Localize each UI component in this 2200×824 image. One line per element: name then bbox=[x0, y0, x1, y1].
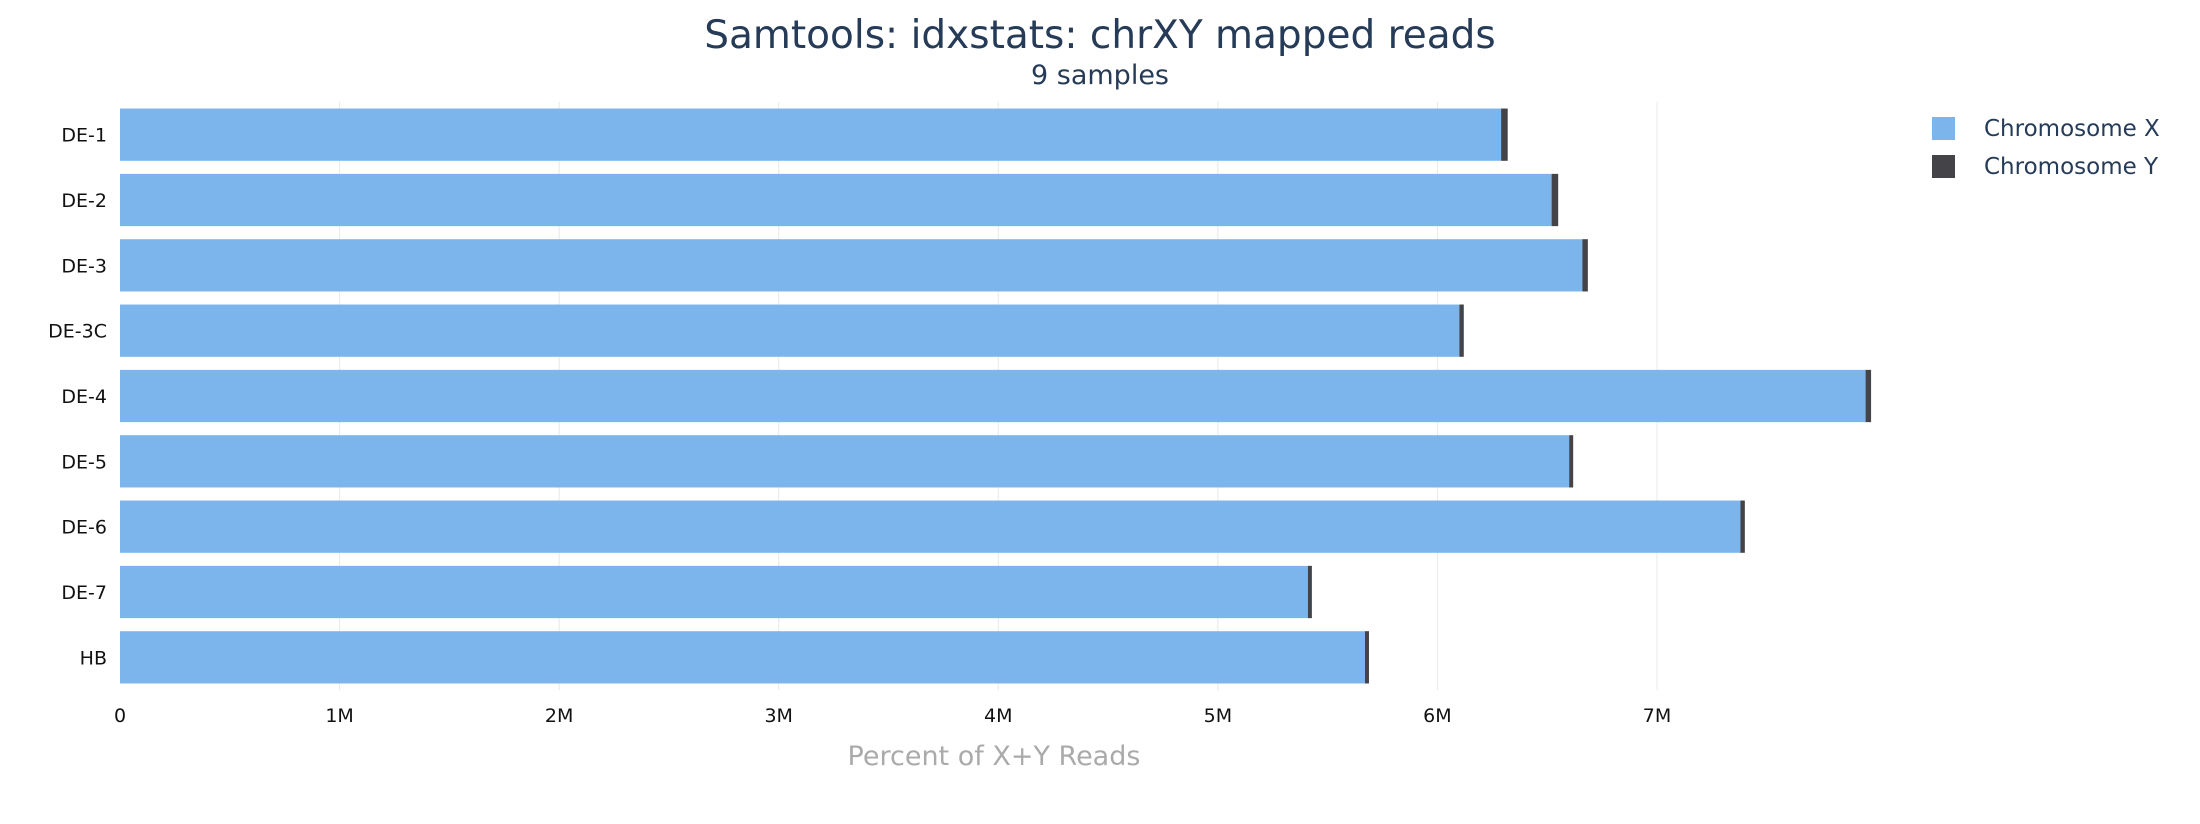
x-tick-label: 2M bbox=[545, 705, 573, 727]
legend-label[interactable]: Chromosome Y bbox=[1984, 154, 2159, 180]
x-tick-label: 0 bbox=[114, 705, 126, 727]
bar-chromosome-x[interactable] bbox=[120, 108, 1502, 161]
chart-subtitle: 9 samples bbox=[1031, 60, 1169, 91]
x-axis-ticks: 0 1M 2M 3M 4M 5M 6M 7M bbox=[114, 705, 1671, 727]
bar-chromosome-x[interactable] bbox=[120, 435, 1570, 488]
legend[interactable]: Chromosome X Chromosome Y bbox=[1932, 116, 2160, 180]
category-label: HB bbox=[80, 647, 107, 669]
x-tick-label: 4M bbox=[984, 705, 1012, 727]
bar-chromosome-y[interactable] bbox=[1459, 304, 1464, 357]
category-label: DE-1 bbox=[61, 125, 107, 147]
category-label: DE-5 bbox=[61, 451, 107, 473]
category-label: DE-2 bbox=[61, 190, 107, 212]
x-tick-label: 7M bbox=[1643, 705, 1671, 727]
x-tick-label: 3M bbox=[764, 705, 792, 727]
bar-chromosome-x[interactable] bbox=[120, 500, 1741, 553]
category-label: DE-3C bbox=[48, 321, 107, 343]
bar-chromosome-y[interactable] bbox=[1740, 500, 1745, 553]
bar-chromosome-x[interactable] bbox=[120, 369, 1866, 423]
x-tick-label: 5M bbox=[1204, 705, 1232, 727]
category-label: DE-3 bbox=[61, 255, 107, 277]
bar-chromosome-y[interactable] bbox=[1865, 369, 1872, 423]
bar-chromosome-y[interactable] bbox=[1364, 631, 1369, 684]
bar-chromosome-y[interactable] bbox=[1551, 173, 1559, 227]
bar-chromosome-y[interactable] bbox=[1582, 239, 1588, 292]
bar-chromosome-x[interactable] bbox=[120, 239, 1583, 292]
bars bbox=[120, 108, 1872, 684]
bar-chromosome-x[interactable] bbox=[120, 565, 1308, 619]
bar-chromosome-x[interactable] bbox=[120, 173, 1552, 227]
category-labels: DE-1 DE-2 DE-3 DE-3C DE-4 DE-5 DE-6 DE-7 HB bbox=[48, 125, 107, 670]
x-tick-label: 1M bbox=[325, 705, 353, 727]
legend-swatch[interactable] bbox=[1932, 155, 1955, 178]
bar-chromosome-x[interactable] bbox=[120, 304, 1460, 357]
category-label: DE-4 bbox=[61, 386, 107, 408]
category-label: DE-6 bbox=[61, 517, 107, 539]
legend-label[interactable]: Chromosome X bbox=[1984, 116, 2160, 142]
bar-chromosome-y[interactable] bbox=[1307, 565, 1312, 619]
x-axis-label: Percent of X+Y Reads bbox=[848, 741, 1141, 772]
bar-chromosome-y[interactable] bbox=[1501, 108, 1508, 161]
chart-title: Samtools: idxstats: chrXY mapped reads bbox=[704, 13, 1496, 58]
legend-swatch[interactable] bbox=[1932, 117, 1955, 140]
bar-chromosome-x[interactable] bbox=[120, 631, 1365, 684]
bar-chromosome-y[interactable] bbox=[1569, 435, 1574, 488]
category-label: DE-7 bbox=[61, 582, 107, 604]
x-tick-label: 6M bbox=[1423, 705, 1451, 727]
